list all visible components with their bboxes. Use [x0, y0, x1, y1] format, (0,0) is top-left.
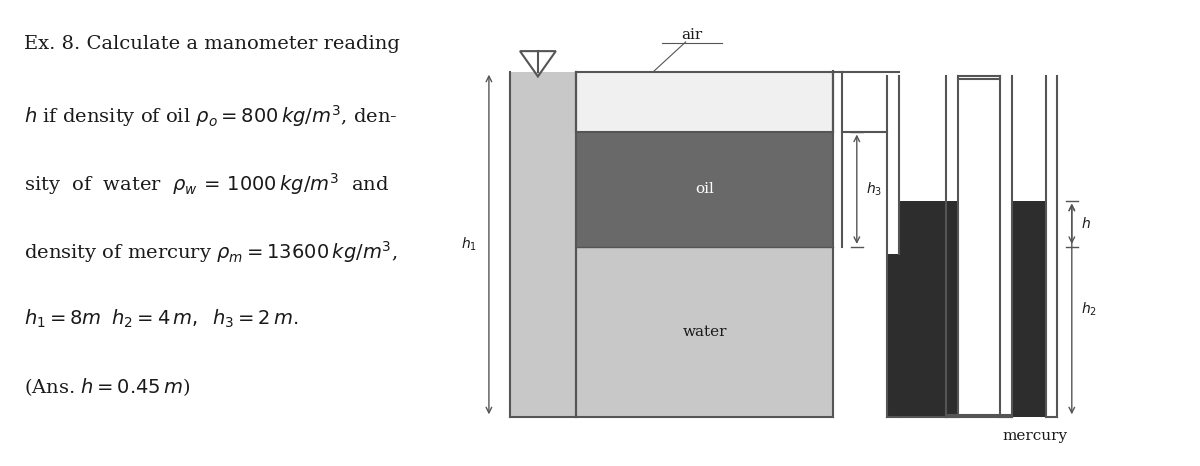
Text: $h$ if density of oil $\rho_o = 800\,kg/m^3$, den-: $h$ if density of oil $\rho_o = 800\,kg/…: [24, 103, 397, 129]
Bar: [888, 76, 898, 254]
Text: $h_1$: $h_1$: [461, 236, 476, 253]
Bar: [900, 76, 946, 201]
Bar: [899, 201, 947, 417]
Text: air: air: [682, 28, 702, 42]
Bar: [576, 247, 833, 417]
Bar: [510, 72, 576, 417]
Text: $h_3$: $h_3$: [866, 180, 882, 198]
Text: sity  of  water  $\rho_w\, =\, 1000\,kg/m^3$  and: sity of water $\rho_w\, =\, 1000\,kg/m^3…: [24, 171, 390, 197]
Bar: [887, 254, 899, 417]
Bar: [947, 201, 959, 417]
Text: water: water: [683, 325, 727, 339]
Text: density of mercury $\rho_m = 13600\,kg/m^3$,: density of mercury $\rho_m = 13600\,kg/m…: [24, 240, 397, 265]
Bar: [1012, 201, 1045, 417]
Text: (Ans. $h = 0.45\,m$): (Ans. $h = 0.45\,m$): [24, 376, 191, 397]
Text: mercury: mercury: [1002, 429, 1067, 443]
Text: $h_1 = 8m\;\; h_2 = 4\,m,\;\; h_3 = 2\,m.$: $h_1 = 8m\;\; h_2 = 4\,m,\;\; h_3 = 2\,m…: [24, 308, 299, 330]
Text: $h_2$: $h_2$: [1081, 300, 1097, 318]
Bar: [576, 72, 833, 132]
Text: oil: oil: [695, 182, 714, 196]
Bar: [1013, 76, 1044, 201]
Bar: [576, 132, 833, 247]
Text: Ex. 8. Calculate a manometer reading: Ex. 8. Calculate a manometer reading: [24, 35, 400, 53]
Text: $h$: $h$: [1081, 216, 1091, 231]
